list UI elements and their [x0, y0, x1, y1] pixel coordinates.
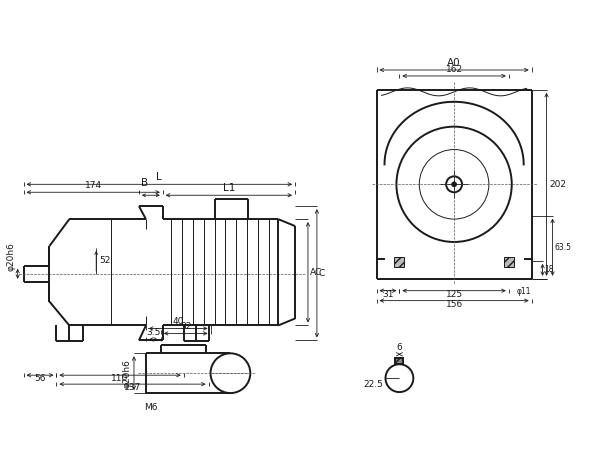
Text: 174: 174: [85, 181, 102, 190]
Bar: [504, 257, 514, 267]
Text: φ20h6: φ20h6: [123, 359, 132, 388]
Text: AC: AC: [310, 268, 322, 277]
Text: L1: L1: [223, 183, 235, 193]
Text: 6: 6: [397, 343, 402, 352]
Text: 202: 202: [550, 180, 566, 189]
Text: 156: 156: [445, 300, 463, 309]
Text: 3.5: 3.5: [146, 328, 161, 337]
Text: 52: 52: [99, 256, 110, 265]
Text: M6: M6: [144, 403, 158, 412]
Text: φ20h6: φ20h6: [6, 242, 15, 271]
Text: A0: A0: [447, 58, 461, 68]
Text: 22.5: 22.5: [364, 380, 383, 389]
Text: B: B: [141, 178, 148, 188]
Text: 32: 32: [180, 322, 191, 331]
Text: 110: 110: [112, 374, 128, 383]
Text: 125: 125: [446, 290, 463, 299]
Bar: [395, 358, 403, 364]
Text: 40: 40: [173, 318, 184, 327]
Text: C: C: [319, 269, 325, 278]
Text: 137: 137: [124, 383, 141, 392]
Text: 56: 56: [34, 374, 46, 383]
Text: 63.5: 63.5: [554, 243, 571, 252]
Text: 31: 31: [382, 290, 394, 299]
Text: φ11: φ11: [517, 287, 531, 296]
Text: 162: 162: [446, 65, 463, 74]
Text: 18: 18: [545, 265, 554, 274]
Bar: [394, 257, 404, 267]
Text: L: L: [157, 173, 162, 182]
Circle shape: [452, 182, 457, 187]
